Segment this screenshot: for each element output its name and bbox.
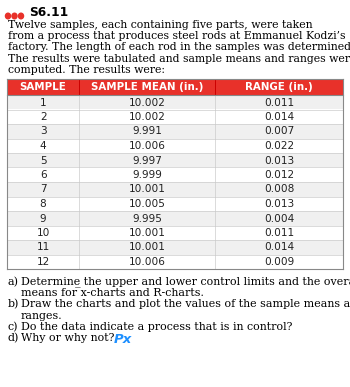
Text: 10.001: 10.001 [129,243,166,252]
Text: 9.999: 9.999 [132,170,162,180]
Text: 9: 9 [40,214,47,224]
Text: 8: 8 [40,199,47,209]
Bar [7,95,343,110]
Bar [7,240,343,255]
Text: 0.012: 0.012 [264,170,294,180]
Text: The results were tabulated and sample means and ranges were: The results were tabulated and sample me… [8,54,350,63]
Text: 0.014: 0.014 [264,243,294,252]
Text: 10.006: 10.006 [129,257,166,267]
Bar [7,153,343,168]
Text: 10.002: 10.002 [129,112,166,122]
Bar [7,211,343,226]
Text: c): c) [8,322,19,332]
Text: Do the data indicate a process that is in control?: Do the data indicate a process that is i… [21,322,293,332]
Bar [7,168,343,182]
Bar [7,255,343,269]
Text: Why or why not?: Why or why not? [21,333,114,343]
Text: 0.008: 0.008 [264,185,294,195]
Text: b): b) [8,300,19,310]
Bar [7,79,343,95]
Text: 9.997: 9.997 [132,156,162,166]
Text: 4: 4 [40,141,47,151]
Text: 6: 6 [40,170,47,180]
Text: 10.001: 10.001 [129,228,166,238]
Bar [7,226,343,240]
Text: means for ̅x-charts and R-charts.: means for ̅x-charts and R-charts. [21,288,204,298]
Text: 10.002: 10.002 [129,98,166,108]
Text: a): a) [8,277,19,287]
Text: 3: 3 [40,127,47,137]
Text: 2: 2 [40,112,47,122]
Text: factory. The length of each rod in the samples was determined.: factory. The length of each rod in the s… [8,43,350,52]
Text: 7: 7 [40,185,47,195]
Text: d): d) [8,333,19,343]
Text: SAMPLE: SAMPLE [20,82,66,92]
Bar [7,124,343,139]
Circle shape [19,13,23,19]
Text: 10: 10 [36,228,50,238]
Circle shape [12,13,17,19]
Text: 10.005: 10.005 [129,199,166,209]
Circle shape [6,13,10,19]
Text: 11: 11 [36,243,50,252]
Text: Determine the upper and lower control limits and the overall: Determine the upper and lower control li… [21,277,350,287]
Text: 9.995: 9.995 [132,214,162,224]
Text: S6.11: S6.11 [29,6,68,19]
Bar [7,139,343,153]
Text: 0.011: 0.011 [264,98,294,108]
Text: 10.006: 10.006 [129,141,166,151]
Text: ranges.: ranges. [21,311,63,320]
Text: Px: Px [114,333,132,346]
Text: 0.013: 0.013 [264,156,294,166]
Bar [7,182,343,197]
Text: 0.007: 0.007 [264,127,294,137]
Text: SAMPLE MEAN (in.): SAMPLE MEAN (in.) [91,82,203,92]
Text: 0.013: 0.013 [264,199,294,209]
Text: Twelve samples, each containing five parts, were taken: Twelve samples, each containing five par… [8,20,313,30]
Bar [7,110,343,124]
Text: 0.004: 0.004 [264,214,294,224]
Text: 10.001: 10.001 [129,185,166,195]
Text: 12: 12 [36,257,50,267]
Text: 0.022: 0.022 [264,141,294,151]
Text: 5: 5 [40,156,47,166]
Text: 0.011: 0.011 [264,228,294,238]
Bar [7,197,343,211]
Text: 0.014: 0.014 [264,112,294,122]
Text: 1: 1 [40,98,47,108]
Text: 9.991: 9.991 [132,127,162,137]
Text: 0.009: 0.009 [264,257,294,267]
Text: computed. The results were:: computed. The results were: [8,65,165,75]
Text: from a process that produces steel rods at Emmanuel Kodzi’s: from a process that produces steel rods … [8,31,345,41]
Text: RANGE (in.): RANGE (in.) [245,82,313,92]
Text: Draw the charts and plot the values of the sample means and: Draw the charts and plot the values of t… [21,300,350,309]
